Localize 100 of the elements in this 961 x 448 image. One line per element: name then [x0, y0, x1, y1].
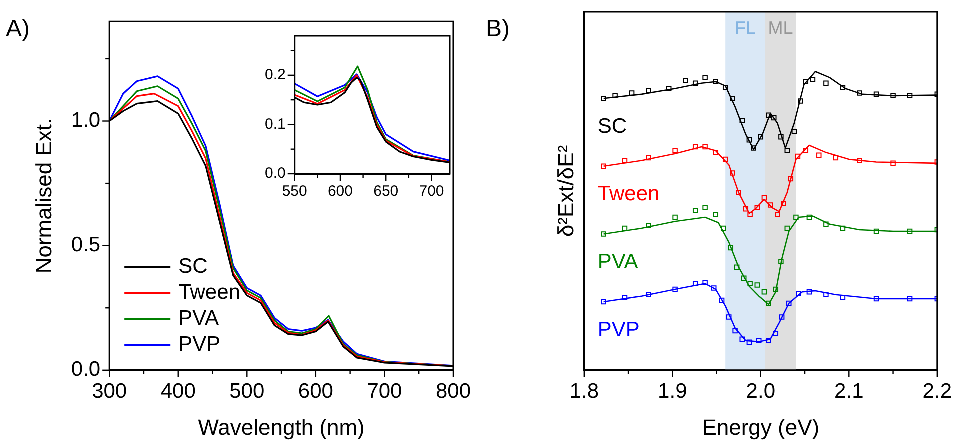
y-axis-title: Normalised Ext.	[31, 118, 56, 274]
point	[796, 291, 802, 296]
y-axis-title: δ²Ext/δE²	[553, 145, 578, 238]
y-tick-label: 0.0	[71, 358, 101, 382]
point	[795, 154, 801, 160]
point	[874, 296, 880, 302]
point	[702, 75, 708, 80]
band-label: FL	[734, 18, 756, 38]
point	[629, 90, 635, 96]
x-tick-label: 700	[419, 183, 444, 200]
point	[766, 112, 772, 118]
point	[736, 190, 742, 196]
point	[683, 78, 689, 84]
point	[692, 144, 698, 150]
point	[784, 148, 790, 154]
point	[816, 152, 822, 158]
point	[784, 226, 790, 232]
point	[646, 155, 652, 161]
point	[907, 228, 913, 234]
point	[758, 134, 764, 140]
point	[730, 170, 736, 176]
point	[601, 299, 606, 305]
point	[751, 146, 756, 151]
x-tick-label: 600	[298, 380, 334, 403]
y-tick-label: 0.1	[264, 116, 286, 133]
point	[762, 290, 768, 295]
point	[722, 156, 728, 162]
point	[778, 134, 784, 140]
point	[833, 155, 839, 161]
point	[762, 195, 768, 201]
x-tick-label: 600	[328, 183, 353, 200]
legend-label: PVP	[178, 333, 221, 356]
point	[773, 331, 779, 336]
point	[874, 228, 880, 234]
point	[803, 79, 809, 85]
point	[792, 129, 798, 134]
point	[702, 144, 708, 150]
point	[786, 300, 792, 306]
x-tick-label: 400	[160, 380, 196, 403]
x-tick-label: 300	[92, 380, 128, 403]
x-axis-title: Energy (eV)	[702, 414, 820, 440]
point	[746, 340, 752, 345]
point	[810, 77, 816, 82]
point	[874, 92, 880, 98]
x-tick-label: 2.1	[834, 380, 864, 403]
x-tick-label: 1.8	[570, 380, 599, 403]
point	[646, 223, 652, 228]
point	[622, 158, 628, 164]
x-tick-label: 550	[282, 183, 308, 200]
point	[730, 96, 736, 102]
point	[622, 295, 628, 300]
point	[890, 93, 896, 99]
point	[748, 281, 753, 286]
series-label: Tween	[598, 182, 660, 206]
band-label: ML	[768, 18, 794, 38]
point	[612, 93, 618, 99]
y-tick-label: 1.0	[71, 109, 101, 132]
point	[798, 98, 804, 104]
point	[806, 214, 812, 220]
point	[713, 79, 719, 85]
point	[788, 176, 794, 182]
point	[781, 201, 786, 206]
point	[728, 245, 734, 251]
point	[702, 205, 708, 211]
chart-title: B)	[486, 16, 510, 43]
legend-label: PVA	[178, 307, 220, 330]
point	[824, 292, 829, 298]
point	[692, 208, 698, 214]
point	[778, 259, 784, 264]
point	[726, 314, 732, 320]
point	[754, 205, 760, 211]
point	[907, 93, 913, 99]
series-label: PVA	[598, 250, 638, 274]
x-tick-label: 2.2	[922, 380, 952, 403]
point	[754, 282, 760, 288]
point	[840, 226, 846, 232]
point	[824, 222, 829, 227]
point	[772, 115, 777, 121]
point	[907, 296, 913, 302]
y-tick-label: 0.2	[264, 66, 286, 84]
point	[840, 295, 846, 300]
point	[775, 212, 780, 218]
point	[824, 80, 829, 86]
point	[748, 212, 753, 218]
point	[646, 88, 652, 94]
point	[702, 280, 708, 286]
series-label: SC	[598, 114, 628, 138]
legend-label: Tween	[178, 281, 240, 304]
x-tick-label: 700	[367, 380, 402, 403]
y-tick-label: 0.5	[71, 234, 101, 257]
point	[719, 298, 725, 304]
x-tick-label: 650	[374, 183, 399, 200]
point	[857, 90, 862, 96]
point	[672, 148, 678, 154]
point	[766, 338, 772, 344]
point	[840, 84, 846, 90]
point	[712, 286, 717, 291]
point	[666, 86, 672, 92]
point	[806, 290, 812, 295]
point	[722, 84, 728, 90]
